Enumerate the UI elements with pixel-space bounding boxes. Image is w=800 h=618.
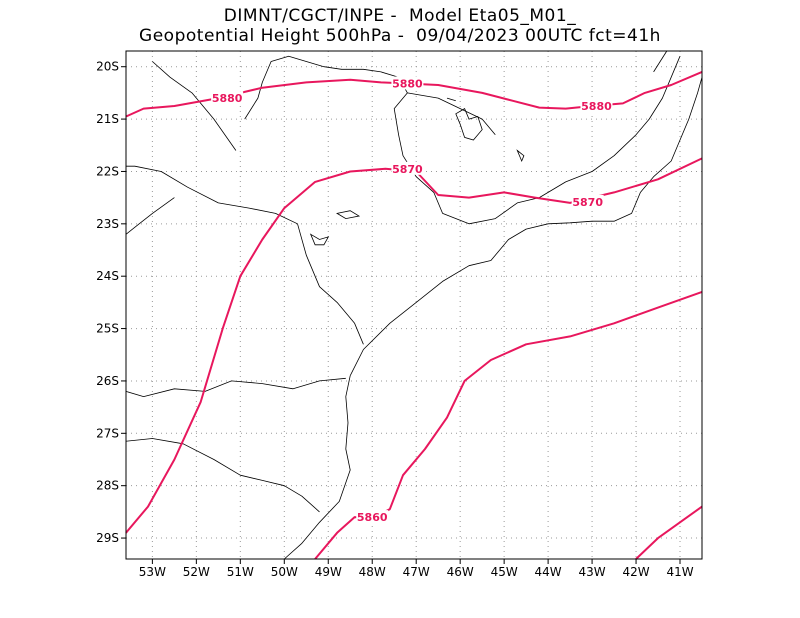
lon-tick-label: 45W <box>491 565 518 579</box>
contour-label-bg <box>571 194 604 208</box>
lat-tick-label: 25S <box>96 322 119 336</box>
map-title-line-2: Geopotential Height 500hPa - 09/04/2023 … <box>139 26 661 46</box>
boundary-line <box>152 61 237 151</box>
lat-tick-label: 28S <box>96 479 119 493</box>
contour-label-bg <box>391 76 424 90</box>
lon-tick-label: 43W <box>579 565 606 579</box>
lon-tick-label: 41W <box>666 565 693 579</box>
lat-tick-label: 20S <box>96 60 119 74</box>
contour-label: 5880 <box>212 92 243 105</box>
boundary-line <box>125 197 175 235</box>
lon-tick-label: 48W <box>359 565 386 579</box>
lake-outline <box>446 97 456 102</box>
contour-label: 5880 <box>392 77 423 90</box>
lat-tick-label: 23S <box>96 217 119 231</box>
lon-tick-label: 52W <box>183 565 210 579</box>
lon-tick-label: 44W <box>535 565 562 579</box>
contour-label: 5860 <box>357 511 388 524</box>
contour-label-bg <box>391 161 424 175</box>
contour-label-bg <box>356 510 389 524</box>
lon-tick-label: 51W <box>227 565 254 579</box>
lon-tick-label: 49W <box>315 565 342 579</box>
lat-tick-label: 29S <box>96 531 119 545</box>
lon-tick-label: 42W <box>622 565 649 579</box>
contour-label-bg <box>211 91 244 105</box>
boundary-line <box>125 377 346 398</box>
lon-tick-label: 50W <box>271 565 298 579</box>
grid-lines <box>126 51 702 559</box>
lon-tick-label: 53W <box>139 565 166 579</box>
boundary-line <box>284 375 351 560</box>
lat-tick-label: 24S <box>96 269 119 283</box>
contour-labels: 5880 5880 5880 5870 5870 5860 <box>211 76 613 524</box>
contour-label-bg <box>580 98 613 112</box>
lat-tick-label: 22S <box>96 164 119 178</box>
boundary-line <box>126 165 364 345</box>
map-frame <box>125 50 703 560</box>
lat-tick-label: 27S <box>96 426 119 440</box>
lon-tick-label: 46W <box>447 565 474 579</box>
axis-ticks: 53W 52W 51W 50W 49W 48W 47W 46W 45W 44W 43W 42W 41W 2… <box>96 60 694 579</box>
lake-outline <box>336 210 361 220</box>
map-title-line-1: DIMNT/CGCT/INPE - Model Eta05_M01_ <box>223 6 577 26</box>
contour-line <box>635 505 703 560</box>
lake-outline <box>516 149 525 163</box>
boundary-line <box>349 77 703 376</box>
contour-label: 5870 <box>572 196 603 209</box>
contour-label: 5870 <box>392 163 423 176</box>
lake-outline <box>455 108 483 141</box>
lat-tick-label: 21S <box>96 112 119 126</box>
contour-label: 5880 <box>581 100 612 113</box>
lat-tick-label: 26S <box>96 374 119 388</box>
lon-tick-label: 47W <box>403 565 430 579</box>
height-contours <box>125 70 703 560</box>
contour-line <box>125 157 703 534</box>
boundary-line <box>125 438 320 513</box>
coastlines-and-borders <box>125 50 703 560</box>
lake-outline <box>309 233 330 246</box>
boundary-line <box>407 92 496 136</box>
boundary-line <box>653 50 668 73</box>
